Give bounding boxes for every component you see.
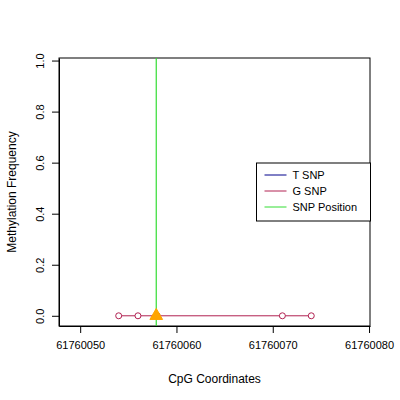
y-tick: 0.8 bbox=[34, 104, 59, 119]
legend-swatch bbox=[265, 191, 287, 192]
data-point bbox=[308, 313, 314, 319]
x-tick: 61760080 bbox=[345, 326, 394, 351]
y-tick: 0.6 bbox=[34, 155, 59, 170]
x-tick-mark bbox=[80, 326, 81, 333]
legend-label: G SNP bbox=[293, 185, 327, 197]
snp-marker bbox=[150, 308, 163, 319]
data-point bbox=[135, 313, 141, 319]
legend-swatch bbox=[265, 207, 287, 208]
y-tick-mark bbox=[52, 214, 59, 215]
y-tick-label: 0.4 bbox=[34, 207, 46, 222]
y-tick: 0.4 bbox=[34, 207, 59, 222]
x-tick-mark bbox=[369, 326, 370, 333]
x-tick-label: 61760060 bbox=[152, 339, 201, 351]
y-tick: 1.0 bbox=[34, 53, 59, 68]
legend-swatch bbox=[265, 175, 287, 176]
y-axis: 0.0 0.2 0.4 0.6 0.8 1.0 bbox=[34, 53, 60, 326]
x-tick-mark bbox=[176, 326, 177, 333]
x-tick: 61760060 bbox=[152, 326, 201, 351]
chart: 617600506176006061760070617600800.00.20.… bbox=[0, 0, 400, 400]
snp-position-line bbox=[156, 58, 157, 326]
y-tick-label: 0.0 bbox=[34, 309, 46, 324]
x-tick-label: 61760080 bbox=[345, 339, 394, 351]
y-tick: 0.0 bbox=[34, 309, 59, 324]
x-tick-label: 61760050 bbox=[56, 339, 105, 351]
legend-label: T SNP bbox=[293, 169, 325, 181]
x-tick-mark bbox=[273, 326, 274, 333]
y-tick-label: 1.0 bbox=[34, 53, 46, 68]
y-tick-mark bbox=[52, 265, 59, 266]
data-point bbox=[279, 313, 285, 319]
y-tick-label: 0.8 bbox=[34, 104, 46, 119]
background bbox=[0, 0, 400, 400]
y-tick-label: 0.2 bbox=[34, 258, 46, 273]
x-tick: 61760070 bbox=[249, 326, 298, 351]
y-tick: 0.2 bbox=[34, 258, 59, 273]
y-tick-mark bbox=[52, 163, 59, 164]
y-axis-title: Methylation Frequency bbox=[5, 131, 19, 252]
data-point bbox=[116, 313, 122, 319]
plot-frame bbox=[59, 58, 370, 326]
x-axis: 61760050 61760060 61760070 61760080 bbox=[56, 326, 394, 351]
y-tick-mark bbox=[52, 61, 59, 62]
legend-box bbox=[257, 163, 371, 221]
x-axis-title: CpG Coordinates bbox=[168, 372, 261, 386]
y-tick-mark bbox=[52, 112, 59, 113]
x-tick-label: 61760070 bbox=[249, 339, 298, 351]
y-tick-label: 0.6 bbox=[34, 155, 46, 170]
legend: T SNP G SNP SNP Position bbox=[257, 163, 371, 221]
x-tick: 61760050 bbox=[56, 326, 105, 351]
y-tick-mark bbox=[52, 316, 59, 317]
legend-label: SNP Position bbox=[293, 201, 358, 213]
